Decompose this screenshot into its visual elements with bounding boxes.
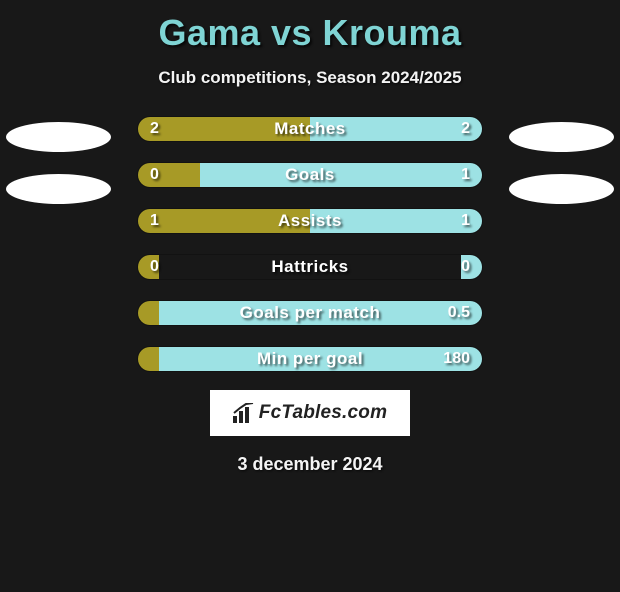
bar-fill-right — [159, 347, 482, 371]
stat-row: 11Assists — [137, 208, 483, 234]
bar-fill-left — [138, 117, 310, 141]
stat-row: 01Goals — [137, 162, 483, 188]
bar-fill-right — [461, 255, 482, 279]
bar-fill-left — [138, 301, 159, 325]
subtitle: Club competitions, Season 2024/2025 — [0, 68, 620, 88]
bars-container: 22Matches 01Goals 11Assists 00Hattricks 0.5G… — [137, 116, 483, 372]
stat-row: 180Min per goal — [137, 346, 483, 372]
stat-row: 0.5Goals per match — [137, 300, 483, 326]
player-placeholder-left — [6, 122, 111, 152]
bar-fill-right — [159, 301, 482, 325]
chart-icon — [233, 403, 255, 423]
comparison-chart: 22Matches 01Goals 11Assists 00Hattricks 0.5G… — [0, 116, 620, 372]
bar-fill-right — [310, 209, 482, 233]
stat-row: 00Hattricks — [137, 254, 483, 280]
player-placeholder-right — [509, 122, 614, 152]
bar-fill-right — [200, 163, 482, 187]
bar-fill-left — [138, 347, 159, 371]
page-title: Gama vs Krouma — [0, 12, 620, 54]
stat-label: Hattricks — [138, 255, 482, 279]
bar-fill-left — [138, 255, 159, 279]
bar-fill-right — [310, 117, 482, 141]
bar-fill-left — [138, 163, 200, 187]
player-placeholder-left — [6, 174, 111, 204]
player-placeholder-right — [509, 174, 614, 204]
date-label: 3 december 2024 — [0, 454, 620, 475]
stat-row: 22Matches — [137, 116, 483, 142]
logo-text: FcTables.com — [259, 402, 387, 424]
bar-fill-left — [138, 209, 310, 233]
logo-box: FcTables.com — [210, 390, 410, 436]
